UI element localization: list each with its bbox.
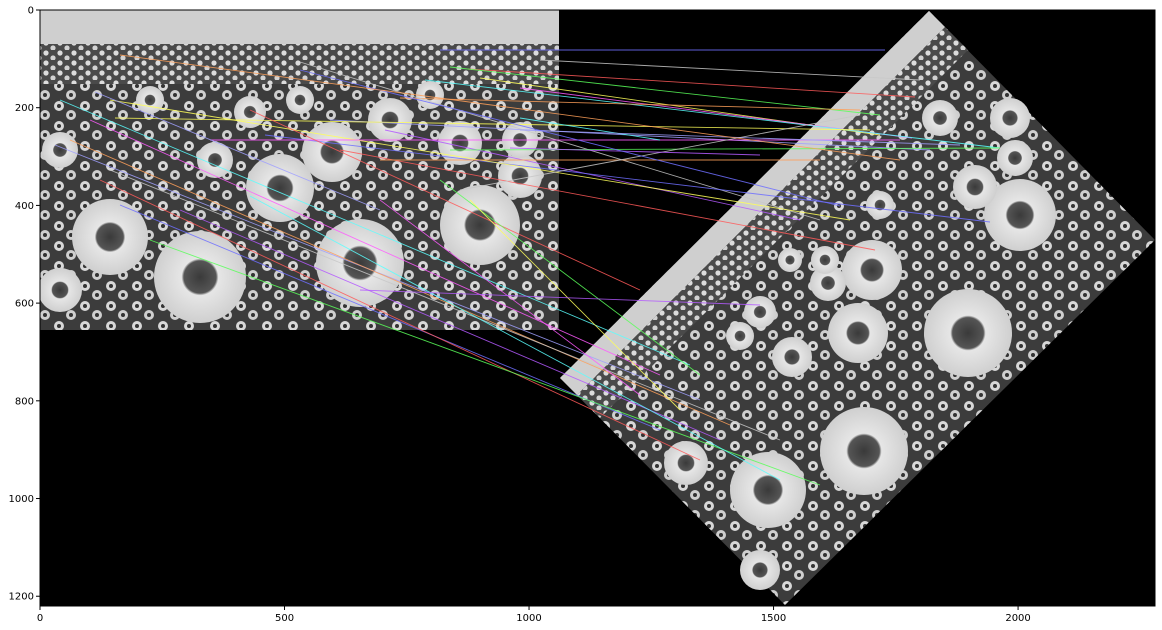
sunflower — [416, 81, 444, 109]
sunflower — [924, 289, 1012, 377]
sunflower — [953, 165, 997, 209]
sunflower — [440, 185, 520, 265]
match-line — [114, 117, 871, 131]
match-line — [424, 79, 1001, 149]
x-tick-label: 2000 — [1005, 613, 1030, 624]
match-line — [109, 169, 781, 441]
sunflower — [246, 154, 314, 222]
match-line — [179, 209, 721, 441]
match-line — [539, 59, 921, 81]
match-line — [119, 204, 661, 431]
sunflower — [772, 337, 812, 377]
match-line — [299, 61, 821, 221]
match-line — [449, 147, 1001, 151]
match-line — [509, 147, 761, 156]
sunflower — [726, 322, 754, 350]
sunflower — [740, 550, 780, 590]
sunflower — [866, 191, 894, 219]
sunflower — [811, 246, 839, 274]
match-line — [449, 66, 881, 116]
match-line — [99, 179, 701, 461]
y-axis-ticks: 0 200 400 600 800 1000 1200 — [9, 6, 40, 603]
sunflower — [778, 248, 802, 272]
sunflower — [40, 268, 82, 312]
sunflower — [744, 296, 776, 328]
match-line — [439, 179, 701, 376]
left-image — [40, 10, 559, 330]
match-line — [339, 149, 876, 251]
match-line — [384, 129, 801, 221]
y-tick-label: 1200 — [9, 592, 34, 603]
x-axis-ticks: 0 500 1000 1500 2000 — [37, 606, 1031, 624]
sunflower — [810, 265, 846, 301]
y-tick-label: 0 — [28, 6, 34, 17]
sunflower — [368, 98, 412, 142]
sunflower — [234, 96, 266, 128]
sunflower — [72, 199, 148, 275]
y-tick-label: 400 — [15, 201, 34, 212]
sunflower — [842, 240, 902, 300]
sunflower — [990, 98, 1030, 138]
match-line — [94, 91, 381, 211]
sunflower — [316, 219, 404, 307]
y-tick-label: 1000 — [9, 494, 34, 505]
x-tick-label: 500 — [275, 613, 294, 624]
sunflower — [438, 121, 482, 165]
y-tick-label: 800 — [15, 396, 34, 407]
axes-frame — [39, 9, 1156, 607]
sunflower — [922, 100, 958, 136]
match-lines — [54, 49, 1001, 486]
y-tick-label: 600 — [15, 299, 34, 310]
match-line — [69, 139, 731, 426]
match-line — [299, 69, 841, 207]
rotated-image — [560, 11, 1155, 605]
sunflower — [984, 179, 1056, 251]
match-line — [469, 199, 681, 411]
match-line — [119, 54, 901, 161]
match-line — [379, 199, 641, 396]
match-line — [359, 289, 761, 306]
match-line — [149, 239, 821, 486]
sunflower — [730, 452, 806, 528]
sunflower — [820, 407, 908, 495]
match-line — [264, 134, 991, 223]
sunflower — [136, 86, 164, 114]
sunflower — [154, 231, 246, 323]
sunflower — [828, 303, 888, 363]
match-line — [249, 109, 641, 291]
x-tick-label: 0 — [37, 613, 43, 624]
sunflower — [302, 122, 362, 182]
sunflower — [286, 86, 314, 114]
match-line — [249, 195, 781, 481]
match-line — [467, 68, 916, 98]
sunflower — [997, 140, 1033, 176]
y-tick-label: 200 — [15, 103, 34, 114]
x-tick-label: 1000 — [516, 613, 541, 624]
match-line — [519, 117, 661, 141]
match-line — [399, 97, 861, 111]
sunflower — [42, 132, 78, 168]
sunflower — [664, 441, 708, 485]
match-line — [89, 119, 661, 376]
x-tick-label: 1500 — [761, 613, 786, 624]
match-line — [59, 99, 691, 366]
